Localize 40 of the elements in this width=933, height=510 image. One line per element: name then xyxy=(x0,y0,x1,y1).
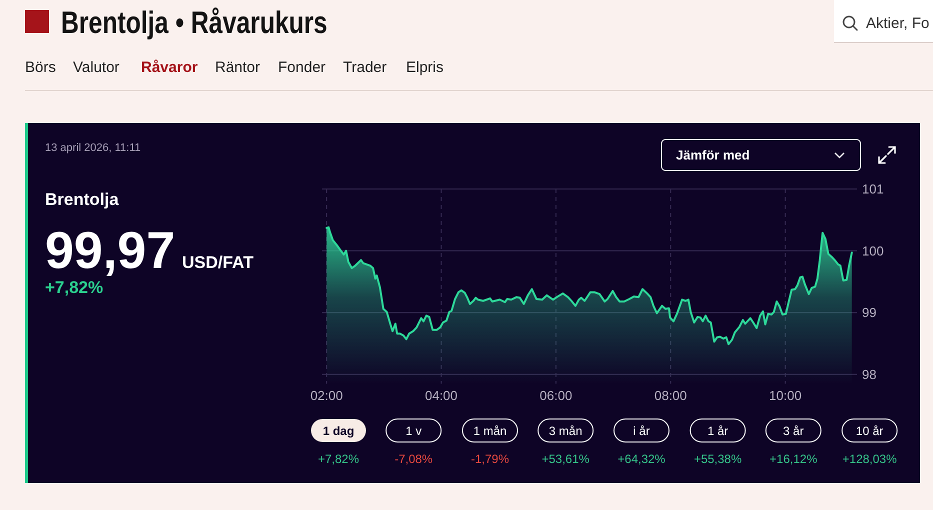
text: Valutor xyxy=(73,59,120,76)
text: +7,82% xyxy=(45,278,104,297)
x-tick-label: 06:00 xyxy=(540,388,572,403)
x-tick-label: 10:00 xyxy=(769,388,802,403)
text: i år xyxy=(633,424,650,438)
text: +128,03% xyxy=(842,452,898,466)
text: 1 mån xyxy=(473,424,507,438)
text: +7,82% xyxy=(318,452,360,466)
y-tick-label: 101 xyxy=(862,182,884,197)
text: Jämför med xyxy=(676,148,750,162)
text: Räntor xyxy=(215,59,260,76)
y-tick-label: 100 xyxy=(862,243,884,258)
text: 1 dag xyxy=(322,424,354,438)
y-tick-label: 99 xyxy=(862,305,876,320)
text: +16,12% xyxy=(770,452,818,466)
text: 99,97 xyxy=(45,222,176,280)
text: USD/FAT xyxy=(182,253,254,272)
x-tick-label: 08:00 xyxy=(654,388,687,403)
text: Börs xyxy=(25,59,56,76)
text: Trader xyxy=(343,59,387,76)
text: -1,79% xyxy=(470,452,510,466)
text: +53,61% xyxy=(542,452,590,466)
text: Fonder xyxy=(278,59,326,76)
text: 1 v xyxy=(406,424,422,438)
text: Råvaror xyxy=(141,59,198,76)
y-tick-label: 98 xyxy=(862,366,876,382)
text: 3 mån xyxy=(548,424,582,438)
text: 10 år xyxy=(856,424,884,438)
text: 1 år xyxy=(707,424,728,438)
text: +64,32% xyxy=(618,452,666,466)
x-tick-label: 02:00 xyxy=(310,388,343,403)
text: Aktier, Fo xyxy=(866,15,930,32)
text: +55,38% xyxy=(694,452,742,466)
text: Elpris xyxy=(406,59,444,76)
x-tick-label: 04:00 xyxy=(425,388,458,403)
text: 3 år xyxy=(783,424,804,438)
chart-title: Brentolja • Råvarukurs xyxy=(61,5,328,40)
text: Brentolja xyxy=(45,190,120,209)
text: -7,08% xyxy=(394,452,433,466)
text: 13 april 2026, 11:11 xyxy=(45,142,141,154)
